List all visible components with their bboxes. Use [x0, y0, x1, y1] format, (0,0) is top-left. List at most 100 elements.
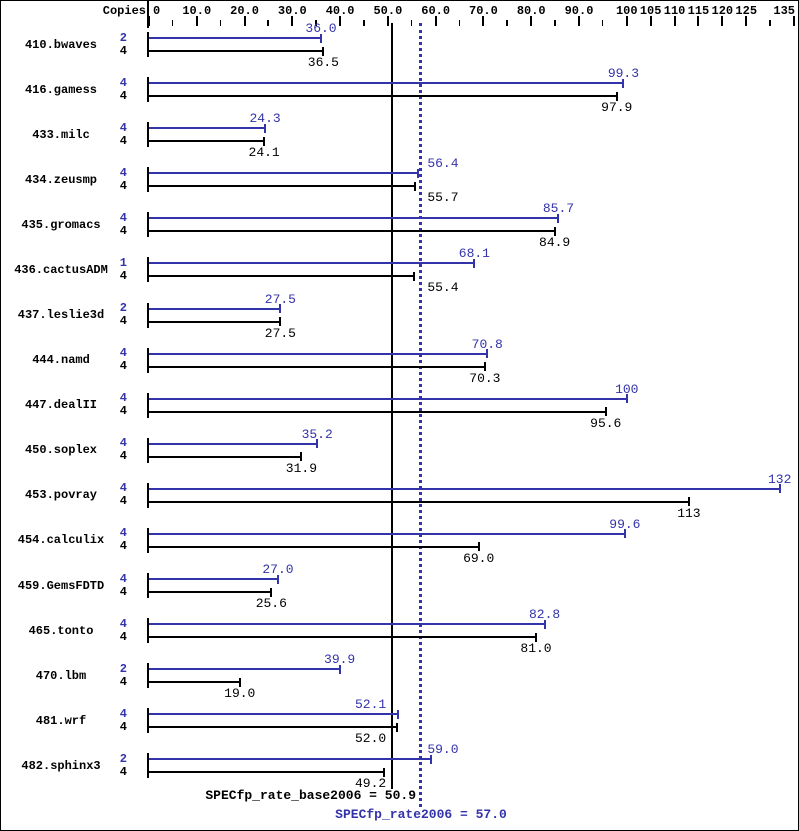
group-axis-segment	[147, 527, 149, 553]
peak-bar	[149, 82, 624, 85]
base-copies-value: 4	[119, 764, 127, 779]
peak-copies-value: 2	[119, 751, 127, 766]
peak-bar-end-tick	[623, 529, 626, 539]
peak-value-label: 85.7	[542, 201, 575, 217]
base-bar-end-tick	[300, 452, 303, 462]
base-value-label: 55.7	[427, 190, 459, 206]
base-bar-end-tick	[396, 722, 399, 732]
group-axis-segment	[147, 167, 149, 193]
axis-tick-label: 80.0	[516, 4, 546, 18]
base-value-label: 36.5	[307, 55, 339, 70]
axis-major-tick	[291, 16, 294, 26]
base-bar	[149, 636, 537, 639]
base-bar	[149, 95, 617, 98]
peak-bar	[149, 307, 281, 310]
peak-value-label: 36.0	[305, 21, 337, 36]
base-bar-end-tick	[238, 677, 241, 687]
peak-mean-reference-line	[419, 23, 423, 807]
group-axis-segment	[147, 212, 149, 238]
axis-tick-label: 115	[687, 4, 710, 18]
base-value-label: 49.2	[354, 776, 387, 792]
benchmark-label: 444.namd	[32, 353, 90, 368]
axis-major-tick	[745, 16, 748, 26]
base-bar	[149, 681, 240, 684]
base-copies-value: 4	[119, 584, 127, 599]
peak-value-label: 82.8	[529, 607, 561, 623]
group-axis-segment	[147, 122, 149, 148]
group-axis-segment	[147, 663, 149, 689]
peak-copies-value: 4	[119, 75, 127, 90]
benchmark-label: 454.calculix	[17, 533, 105, 548]
group-axis-segment	[147, 437, 149, 463]
base-copies-value: 4	[119, 629, 127, 644]
base-copies-value: 4	[119, 314, 127, 329]
peak-bar-end-tick	[543, 619, 546, 629]
axis-origin-line	[147, 1, 149, 28]
base-copies-value: 4	[119, 539, 127, 554]
base-bar-end-tick	[535, 632, 538, 642]
benchmark-label: 481.wrf	[35, 713, 87, 728]
peak-copies-value: 4	[119, 616, 127, 631]
axis-tick-label: 10.0	[182, 4, 212, 18]
peak-copies-value: 4	[119, 436, 127, 451]
peak-bar-end-tick	[429, 754, 432, 764]
benchmark-label: 416.gamess	[24, 82, 97, 97]
base-copies-value: 4	[119, 449, 127, 464]
peak-bar	[149, 758, 431, 761]
base-copies-value: 4	[119, 178, 127, 193]
base-bar-end-tick	[483, 362, 486, 372]
peak-value-label: 39.9	[324, 652, 356, 668]
peak-bar	[149, 487, 780, 490]
axis-tick-label: 70.0	[469, 4, 498, 18]
axis-major-tick	[195, 16, 198, 26]
benchmark-label: 433.milc	[32, 127, 90, 142]
base-copies-value: 4	[119, 494, 127, 509]
axis-minor-tick	[363, 20, 365, 26]
base-mean-reference-line	[391, 23, 394, 789]
base-bar-end-tick	[263, 136, 266, 146]
group-axis-segment	[147, 302, 149, 328]
base-bar	[149, 320, 281, 323]
peak-mean-label: SPECfp_rate2006 = 57.0	[335, 807, 507, 822]
group-axis-segment	[147, 392, 149, 418]
peak-bar	[149, 172, 419, 175]
axis-minor-tick	[601, 20, 604, 26]
peak-bar	[149, 217, 559, 220]
peak-copies-value: 4	[119, 706, 127, 721]
benchmark-label: 470.lbm	[35, 668, 87, 683]
peak-value-label: 68.1	[458, 246, 490, 262]
base-bar-end-tick	[615, 91, 618, 101]
axis-minor-tick	[171, 20, 174, 26]
group-axis-segment	[147, 753, 149, 779]
benchmark-label: 482.sphinx3	[21, 758, 101, 773]
axis-tick-label: 30.0	[277, 4, 307, 18]
peak-copies-value: 4	[119, 526, 127, 541]
axis-major-tick	[673, 16, 676, 26]
peak-bar-end-tick	[320, 33, 322, 43]
group-axis-segment	[147, 77, 149, 103]
base-value-label: 69.0	[463, 550, 495, 566]
peak-copies-value: 4	[119, 120, 127, 135]
peak-value-label: 100	[615, 381, 639, 397]
benchmark-label: 465.tonto	[28, 623, 94, 638]
axis-tick-label: 110	[663, 4, 686, 18]
peak-value-label: 52.1	[354, 697, 387, 713]
base-bar	[149, 140, 265, 143]
base-bar	[149, 726, 398, 729]
peak-bar	[149, 397, 627, 400]
base-value-label: 95.6	[590, 415, 622, 431]
axis-major-tick	[625, 16, 628, 26]
base-value-label: 52.0	[354, 731, 387, 747]
benchmark-label: 447.dealII	[24, 398, 97, 413]
peak-copies-value: 2	[119, 661, 127, 676]
peak-value-label: 27.5	[264, 291, 296, 307]
peak-bar-end-tick	[486, 349, 489, 359]
peak-value-label: 24.3	[249, 111, 281, 127]
axis-tick-label: 120	[711, 4, 734, 18]
group-axis-segment	[147, 482, 149, 508]
axis-major-tick	[697, 16, 700, 26]
peak-bar-end-tick	[473, 258, 476, 268]
axis-tick-label: 100	[615, 4, 638, 18]
peak-bar-end-tick	[417, 168, 420, 178]
